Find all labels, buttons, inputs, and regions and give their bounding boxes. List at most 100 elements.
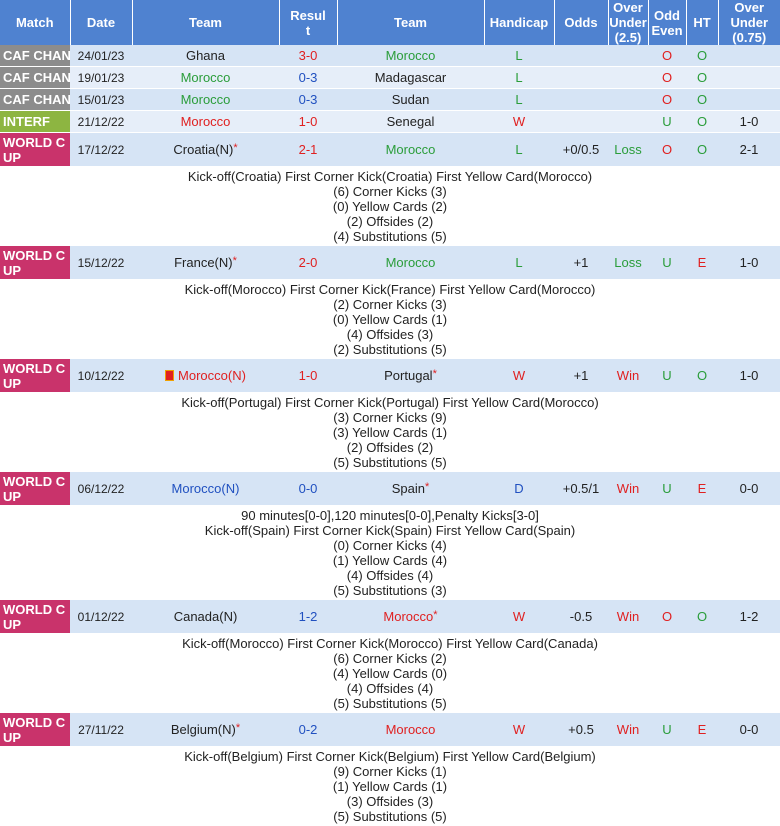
away-team[interactable]: Sudan: [337, 89, 484, 111]
result-letter: W: [484, 111, 554, 133]
home-team[interactable]: Morocco(N): [132, 359, 279, 393]
detail-line: (0) Corner Kicks (4): [0, 538, 780, 553]
detail-line: (5) Substitutions (5): [0, 696, 780, 711]
odd-even: O: [686, 45, 718, 67]
match-score[interactable]: 0-2: [279, 713, 337, 747]
match-row[interactable]: CAF CHAN 24/01/23 Ghana 3-0 Morocco L O …: [0, 45, 780, 67]
header-handicap[interactable]: Handicap: [484, 0, 554, 45]
match-row[interactable]: INTERF 21/12/22 Morocco 1-0 Senegal W U …: [0, 111, 780, 133]
match-date: 15/12/22: [70, 246, 132, 280]
handicap: +1: [554, 246, 608, 280]
header-date[interactable]: Date: [70, 0, 132, 45]
match-score[interactable]: 2-1: [279, 133, 337, 167]
detail-line: (5) Substitutions (3): [0, 583, 780, 598]
away-team[interactable]: Spain*: [337, 472, 484, 506]
home-team[interactable]: Morocco: [132, 67, 279, 89]
match-score[interactable]: 1-2: [279, 600, 337, 634]
home-team[interactable]: Belgium(N)*: [132, 713, 279, 747]
detail-line: Kick-off(Portugal) First Corner Kick(Por…: [0, 395, 780, 410]
home-team[interactable]: Croatia(N)*: [132, 133, 279, 167]
away-team[interactable]: Morocco: [337, 133, 484, 167]
match-score[interactable]: 1-0: [279, 111, 337, 133]
over-under: U: [648, 246, 686, 280]
header-odds[interactable]: Odds: [554, 0, 608, 45]
league-badge[interactable]: CAF CHAN: [0, 89, 70, 111]
away-team[interactable]: Morocco*: [337, 600, 484, 634]
odds-result: Loss: [608, 133, 648, 167]
handicap: -0.5: [554, 600, 608, 634]
match-date: 06/12/22: [70, 472, 132, 506]
match-score[interactable]: 1-0: [279, 359, 337, 393]
detail-line: (0) Yellow Cards (2): [0, 199, 780, 214]
result-letter: L: [484, 246, 554, 280]
result-letter: W: [484, 600, 554, 634]
match-row[interactable]: CAF CHAN 15/01/23 Morocco 0-3 Sudan L O …: [0, 89, 780, 111]
half-time: 1-2: [718, 600, 780, 634]
match-details: Kick-off(Morocco) First Corner Kick(Fran…: [0, 280, 780, 360]
over-under: U: [648, 359, 686, 393]
away-team[interactable]: Senegal: [337, 111, 484, 133]
result-letter: W: [484, 359, 554, 393]
home-team[interactable]: Canada(N): [132, 600, 279, 634]
home-team[interactable]: Ghana: [132, 45, 279, 67]
detail-line: (4) Offsides (3): [0, 327, 780, 342]
home-team[interactable]: France(N)*: [132, 246, 279, 280]
half-time: [718, 89, 780, 111]
odds-result: Win: [608, 713, 648, 747]
match-row[interactable]: CAF CHAN 19/01/23 Morocco 0-3 Madagascar…: [0, 67, 780, 89]
result-letter: W: [484, 713, 554, 747]
away-team[interactable]: Morocco: [337, 713, 484, 747]
match-score[interactable]: 0-3: [279, 89, 337, 111]
odd-even: O: [686, 67, 718, 89]
home-team[interactable]: Morocco: [132, 89, 279, 111]
away-team[interactable]: Morocco: [337, 45, 484, 67]
half-time: 1-0: [718, 359, 780, 393]
away-team[interactable]: Morocco: [337, 246, 484, 280]
league-badge[interactable]: INTERF: [0, 111, 70, 133]
match-score[interactable]: 0-3: [279, 67, 337, 89]
header-match[interactable]: Match: [0, 0, 70, 45]
over-under: U: [648, 111, 686, 133]
away-team[interactable]: Madagascar: [337, 67, 484, 89]
match-date: 15/01/23: [70, 89, 132, 111]
result-letter: L: [484, 89, 554, 111]
home-team[interactable]: Morocco(N): [132, 472, 279, 506]
header-team-away[interactable]: Team: [337, 0, 484, 45]
match-score[interactable]: 2-0: [279, 246, 337, 280]
match-date: 19/01/23: [70, 67, 132, 89]
match-score[interactable]: 3-0: [279, 45, 337, 67]
handicap: +0/0.5: [554, 133, 608, 167]
result-letter: L: [484, 133, 554, 167]
header-ht[interactable]: HT: [686, 0, 718, 45]
header-team-home[interactable]: Team: [132, 0, 279, 45]
league-badge[interactable]: CAF CHAN: [0, 45, 70, 67]
over-under: O: [648, 600, 686, 634]
result-letter: D: [484, 472, 554, 506]
match-details: Kick-off(Portugal) First Corner Kick(Por…: [0, 393, 780, 473]
home-team[interactable]: Morocco: [132, 111, 279, 133]
match-score[interactable]: 0-0: [279, 472, 337, 506]
league-badge[interactable]: CAF CHAN: [0, 67, 70, 89]
match-date: 24/01/23: [70, 45, 132, 67]
neutral-star-icon: *: [433, 609, 437, 621]
match-date: 17/12/22: [70, 133, 132, 167]
away-team[interactable]: Portugal*: [337, 359, 484, 393]
detail-line: (3) Yellow Cards (1): [0, 425, 780, 440]
